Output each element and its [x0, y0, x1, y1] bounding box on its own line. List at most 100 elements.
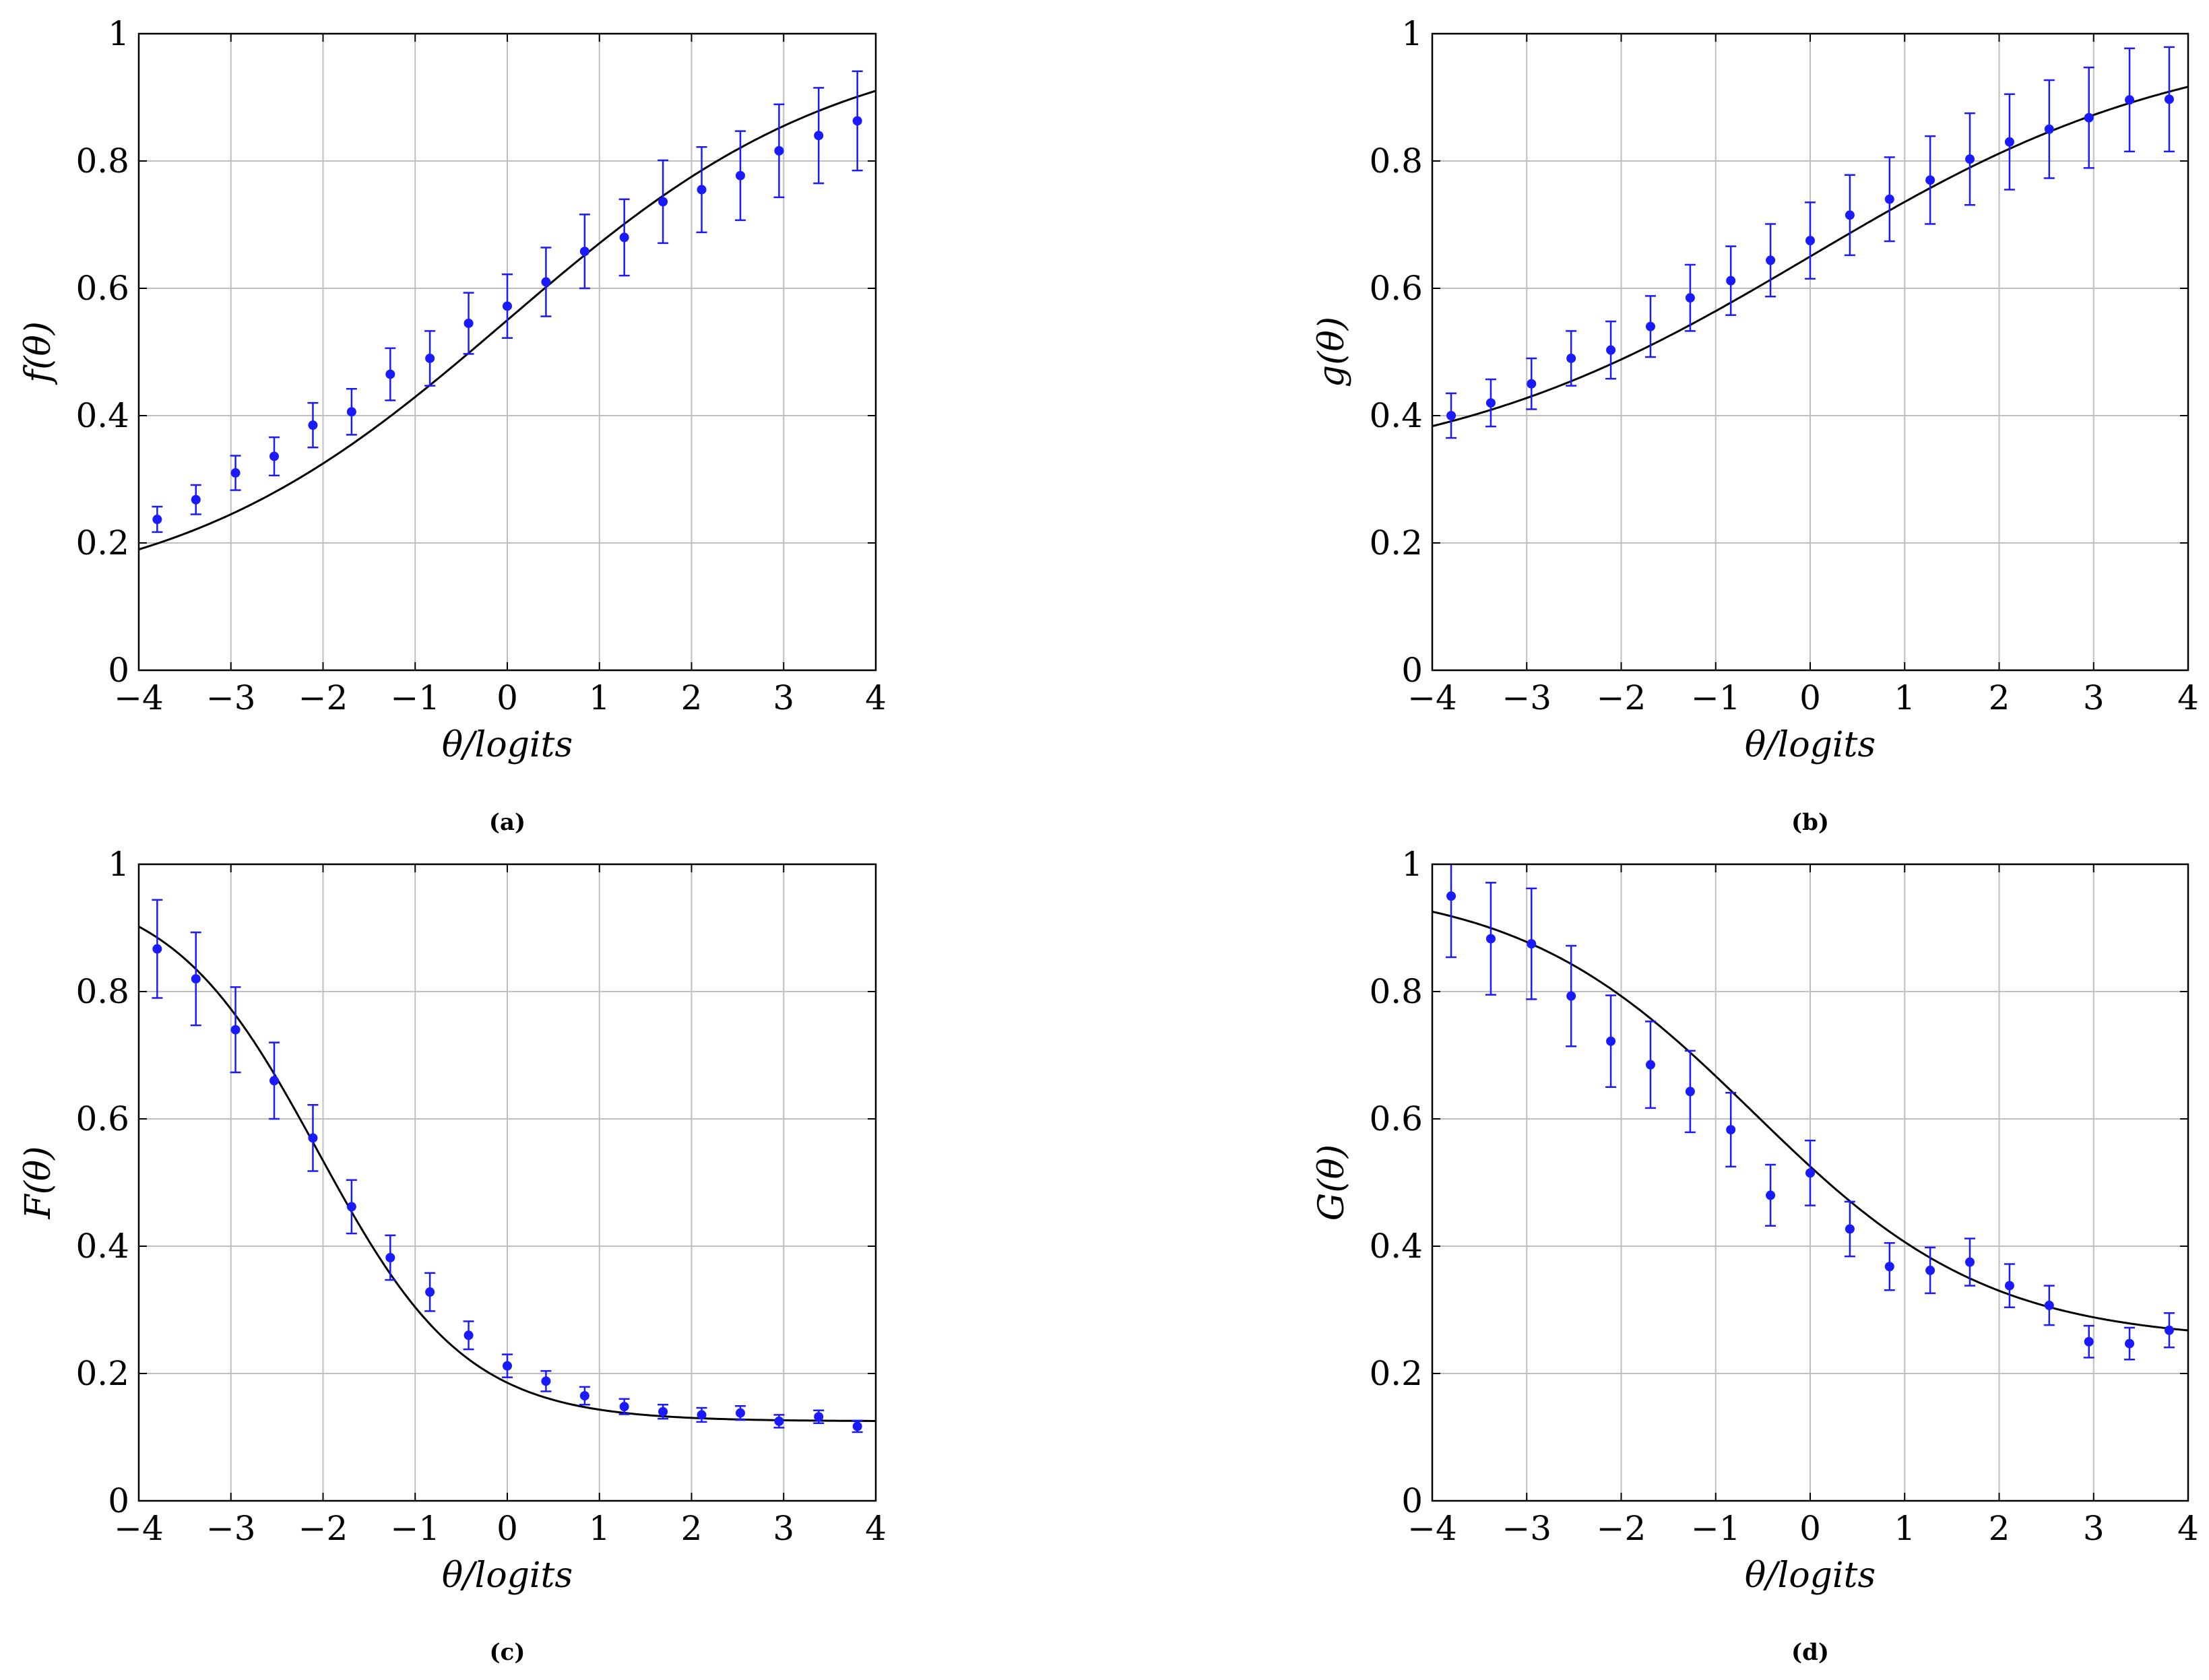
- data-point: [774, 146, 784, 156]
- x-tick-label: −3: [206, 1509, 256, 1548]
- x-tick-label: 4: [865, 678, 887, 717]
- x-tick-label: 2: [681, 1509, 703, 1548]
- data-point: [269, 451, 280, 461]
- x-tick-label: −4: [1407, 1509, 1457, 1548]
- data-point: [697, 185, 707, 195]
- y-axis-label: F(θ): [18, 1146, 59, 1220]
- x-tick-label: 0: [1799, 1509, 1821, 1548]
- data-point: [1884, 194, 1894, 204]
- x-tick-label: −4: [114, 1509, 164, 1548]
- data-point: [1805, 236, 1815, 246]
- x-tick-label: −2: [1597, 678, 1646, 717]
- data-point: [619, 1402, 629, 1412]
- x-tick-label: 0: [497, 1509, 518, 1548]
- y-axis-label: G(θ): [1312, 1144, 1352, 1221]
- data-point: [1845, 1224, 1855, 1234]
- data-point: [2125, 95, 2135, 105]
- y-tick-label: 0.2: [75, 1354, 129, 1393]
- y-tick-label: 0.2: [1369, 1354, 1423, 1393]
- y-tick-label: 0: [1401, 651, 1423, 690]
- data-point: [579, 1391, 589, 1401]
- data-point: [385, 369, 395, 379]
- x-tick-label: −2: [1597, 1509, 1646, 1548]
- data-point: [1527, 379, 1537, 389]
- x-tick-label: −1: [390, 1509, 440, 1548]
- y-tick-label: 0.6: [75, 269, 129, 308]
- data-point: [425, 353, 435, 363]
- y-tick-label: 0: [1401, 1481, 1423, 1520]
- x-tick-label: −4: [114, 678, 164, 717]
- x-tick-label: −3: [206, 678, 256, 717]
- data-point: [1566, 353, 1576, 363]
- y-tick-label: 1: [1401, 14, 1423, 53]
- y-tick-label: 0.8: [75, 972, 129, 1011]
- x-tick-label: 3: [2083, 1509, 2105, 1548]
- data-point: [774, 1416, 784, 1426]
- y-tick-label: 0.4: [1369, 396, 1423, 435]
- data-point: [2125, 1338, 2135, 1349]
- chart-panel-d: −4 −3 −2 −1 0 1 2 3 4 0 0.2 0.4 0.6 0.8 1 θ/logits G(θ) (…: [1312, 845, 2199, 1666]
- data-point: [1485, 934, 1496, 944]
- plot-frame: [1431, 863, 2189, 1502]
- data-point: [1685, 1087, 1695, 1097]
- data-point: [579, 247, 589, 257]
- x-tick-label: 4: [865, 1509, 887, 1548]
- data-point: [1884, 1262, 1894, 1272]
- chart-panel-c: −4 −3 −2 −1 0 1 2 3 4 0 0.2 0.4 0.6 0.8 1 θ/logits F(θ) (…: [18, 845, 887, 1666]
- data-point: [2044, 1300, 2054, 1310]
- x-tick-label: 0: [1799, 678, 1821, 717]
- x-tick-label: 2: [1989, 1509, 2010, 1548]
- x-tick-label: 1: [589, 1509, 610, 1548]
- data-point: [814, 1412, 824, 1422]
- x-tick-label: 1: [589, 678, 610, 717]
- plot-frame: [137, 863, 877, 1502]
- data-point: [1925, 175, 1935, 185]
- plot-frame: [137, 32, 877, 672]
- data-point: [308, 420, 318, 430]
- x-tick-label: 4: [2177, 1509, 2199, 1548]
- data-point: [2084, 112, 2094, 123]
- panel-caption: (d): [1791, 1639, 1829, 1666]
- y-tick-label: 0: [108, 651, 129, 690]
- data-point: [735, 1408, 745, 1418]
- x-axis-label: θ/logits: [1745, 1555, 1876, 1596]
- data-point: [852, 1421, 862, 1431]
- data-point: [308, 1133, 318, 1143]
- y-tick-label: 0.6: [1369, 269, 1423, 308]
- data-point: [1726, 276, 1736, 286]
- data-point: [1566, 991, 1576, 1001]
- data-point: [230, 468, 241, 478]
- data-point: [463, 318, 474, 328]
- x-tick-label: 3: [773, 678, 794, 717]
- x-tick-label: 3: [2083, 678, 2105, 717]
- x-tick-label: 2: [1989, 678, 2010, 717]
- y-tick-label: 0.2: [75, 523, 129, 562]
- panel-caption: (c): [490, 1639, 525, 1666]
- x-tick-label: −3: [1502, 678, 1551, 717]
- data-point: [191, 494, 201, 505]
- data-point: [269, 1076, 280, 1086]
- y-tick-label: 0.4: [75, 396, 129, 435]
- data-point: [2164, 1325, 2174, 1335]
- data-point: [1845, 210, 1855, 220]
- x-tick-label: 4: [2177, 678, 2199, 717]
- x-tick-label: −3: [1502, 1509, 1551, 1548]
- data-point: [1965, 154, 1975, 164]
- data-point: [541, 277, 551, 287]
- data-point: [658, 1407, 668, 1417]
- data-point: [2044, 124, 2054, 134]
- data-point: [346, 1202, 356, 1212]
- panel-caption: (b): [1791, 809, 1829, 836]
- x-tick-label: −4: [1407, 678, 1457, 717]
- fitted-curve: [138, 926, 876, 1422]
- data-point: [658, 197, 668, 207]
- data-point: [1766, 255, 1776, 265]
- data-point: [503, 1361, 512, 1371]
- data-point: [191, 974, 201, 984]
- data-point: [1485, 398, 1496, 408]
- data-point: [1965, 1257, 1975, 1267]
- data-point: [1606, 1036, 1616, 1046]
- data-point: [2084, 1336, 2094, 1347]
- data-point: [503, 301, 512, 311]
